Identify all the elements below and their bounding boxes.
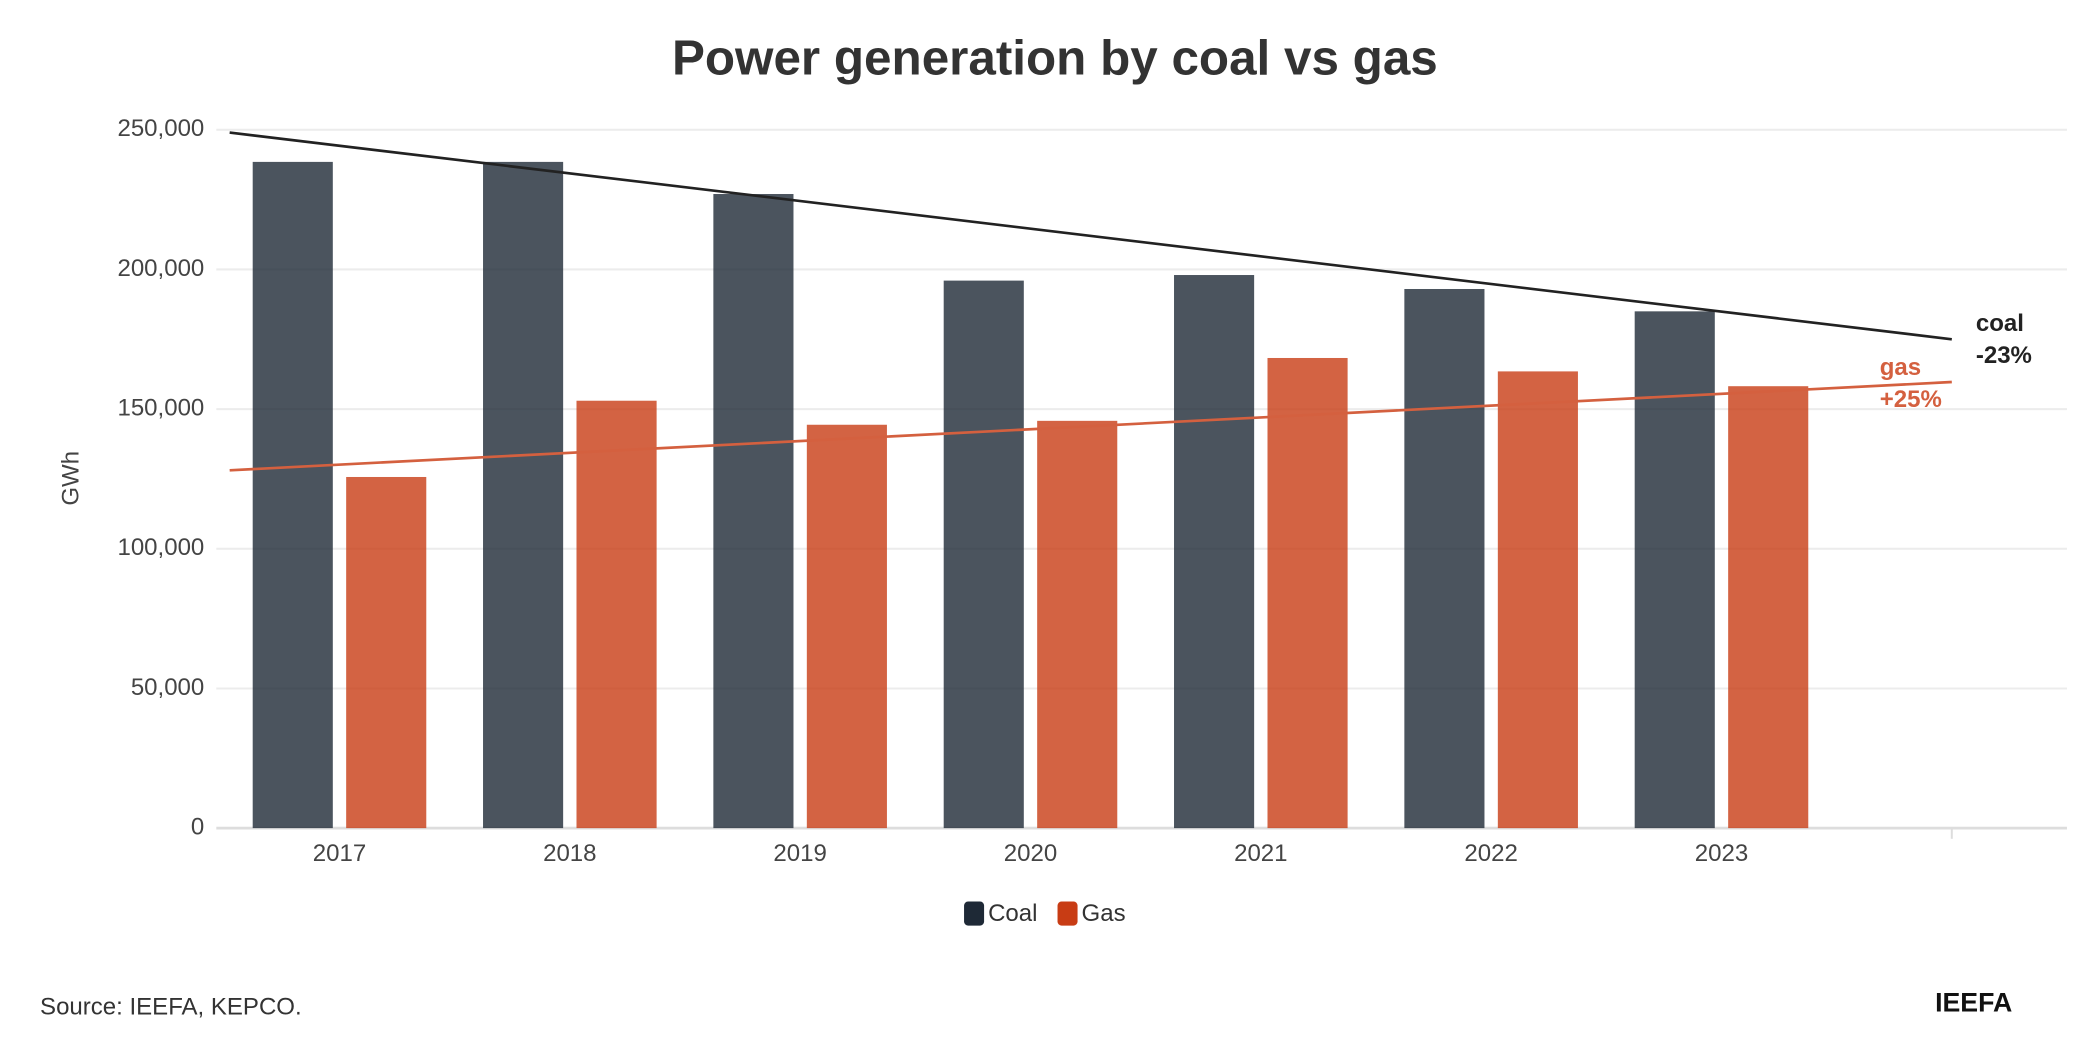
bar <box>1497 371 1578 829</box>
bar <box>1404 288 1485 829</box>
trend-change: +25% <box>1880 386 1942 413</box>
bar <box>943 280 1024 829</box>
legend-swatch <box>1057 901 1078 926</box>
brand: IEEFA <box>1935 987 2012 1017</box>
y-tick-label: 200,000 <box>117 255 204 282</box>
bar <box>1728 386 1809 829</box>
legend-label: Gas <box>1082 900 1126 927</box>
x-tick-label: 2023 <box>1695 840 1748 867</box>
bar <box>1634 311 1715 829</box>
bar <box>1174 275 1255 829</box>
y-tick-label: 100,000 <box>117 534 204 561</box>
bar <box>713 194 794 829</box>
trend-name: coal <box>1976 310 2024 337</box>
legend-swatch <box>964 901 985 926</box>
bar <box>1267 357 1348 829</box>
x-tick-label: 2017 <box>313 840 366 867</box>
x-tick-label: 2020 <box>1004 840 1057 867</box>
chart-title: Power generation by coal vs gas <box>672 31 1438 86</box>
y-tick-label: 150,000 <box>117 394 204 421</box>
trend-change: -23% <box>1976 342 2032 369</box>
source-note: Source: IEEFA, KEPCO. <box>40 994 302 1021</box>
x-tick-label: 2021 <box>1234 840 1287 867</box>
bar <box>576 400 657 829</box>
y-axis-label: GWh <box>57 451 84 506</box>
bar <box>806 424 887 829</box>
x-tick-label: 2022 <box>1464 840 1517 867</box>
bar <box>252 161 333 829</box>
legend-label: Coal <box>988 900 1037 927</box>
bar <box>483 161 564 829</box>
bar <box>1037 420 1118 829</box>
y-tick-label: 0 <box>191 813 204 840</box>
x-tick-label: 2019 <box>773 840 826 867</box>
x-tick-label: 2018 <box>543 840 596 867</box>
y-tick-label: 250,000 <box>117 115 204 142</box>
trend-name: gas <box>1880 354 1921 381</box>
trend-line <box>229 380 1952 472</box>
trend-line <box>229 131 1952 341</box>
bar <box>346 476 427 829</box>
y-tick-label: 50,000 <box>131 674 204 701</box>
